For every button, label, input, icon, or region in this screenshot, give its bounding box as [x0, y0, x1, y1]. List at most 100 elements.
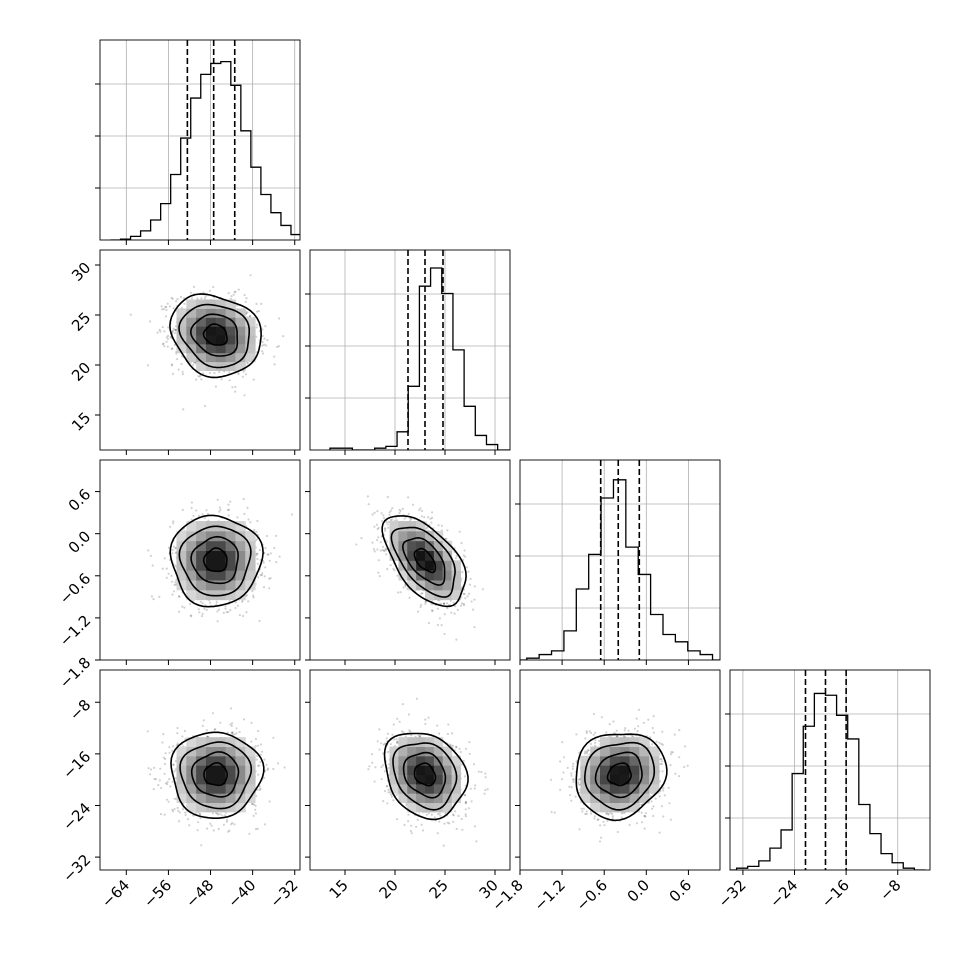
density-cell — [176, 570, 187, 581]
density-cell — [225, 746, 236, 757]
density-cell — [425, 737, 435, 748]
density-cell — [442, 560, 453, 571]
density-cell — [176, 783, 187, 794]
density-cell — [196, 361, 207, 371]
density-cell — [215, 343, 227, 354]
x-tick-label: −0.6 — [573, 876, 611, 914]
density-cell — [600, 802, 611, 813]
density-cell — [196, 755, 207, 766]
density-cell — [629, 774, 640, 785]
density-cell — [639, 746, 650, 757]
density-cell — [186, 755, 197, 766]
density-cell — [442, 746, 453, 757]
histogram-steps — [520, 479, 720, 660]
density-cell — [442, 774, 453, 785]
density-cell — [225, 560, 236, 571]
histogram-steps — [730, 692, 926, 870]
density-cell — [425, 774, 435, 785]
panel-frame — [519, 669, 721, 871]
density-cell — [225, 737, 236, 748]
density-cell — [619, 802, 630, 813]
x-tick-label: 25 — [426, 876, 452, 902]
density-cell — [442, 589, 453, 601]
density-cell — [649, 783, 660, 794]
density-cell — [225, 802, 236, 813]
density-cell — [205, 755, 217, 766]
density-cell — [433, 560, 444, 571]
density-cell — [186, 540, 197, 552]
contour-line — [178, 303, 250, 369]
density-cell — [186, 580, 197, 591]
histogram-steps — [110, 60, 300, 240]
density-cell — [451, 560, 461, 571]
contour-line — [606, 762, 632, 787]
density-cell — [186, 589, 197, 601]
density-cell — [245, 343, 256, 354]
x-tick-label: −48 — [182, 876, 217, 911]
density-cell — [407, 570, 417, 581]
density-cell — [639, 765, 650, 776]
density-cell — [215, 783, 227, 794]
density-cell — [398, 746, 408, 757]
density-cell — [235, 737, 246, 748]
density-cell — [235, 521, 246, 532]
density-cell — [433, 570, 444, 581]
x-tick-label: −16 — [818, 876, 853, 911]
density-cell — [186, 570, 197, 581]
density-cell — [235, 326, 246, 336]
density-cell — [619, 755, 630, 766]
density-cell — [186, 317, 197, 327]
density-cell — [442, 540, 453, 552]
density-cell — [590, 783, 601, 794]
density-cell — [442, 783, 453, 794]
density-cell — [609, 793, 621, 804]
density-cell — [600, 755, 611, 766]
density-cell — [196, 746, 207, 757]
density-cell — [186, 521, 197, 532]
density-panel-2-0 — [99, 459, 301, 661]
density-cell — [205, 746, 217, 757]
density-cell — [609, 737, 621, 748]
contour-line — [390, 526, 456, 598]
x-tick-label: −32 — [266, 876, 301, 911]
density-cell — [407, 560, 417, 571]
density-cell — [225, 765, 236, 776]
contour-line — [594, 751, 643, 799]
density-cell — [225, 521, 236, 532]
density-cell — [609, 765, 621, 776]
density-cell — [215, 308, 227, 318]
density-cell — [176, 530, 187, 542]
density-cell — [245, 530, 256, 542]
contour-line — [402, 751, 447, 799]
density-cell — [416, 540, 426, 552]
density-cell — [215, 774, 227, 785]
density-cell — [433, 530, 444, 542]
density-cell — [225, 352, 236, 363]
density-cell — [398, 737, 408, 748]
density-cell — [225, 589, 236, 601]
density-cell — [215, 361, 227, 371]
panel-frame — [729, 669, 931, 871]
density-cell — [225, 335, 236, 345]
density-cell — [196, 550, 207, 561]
panel-background — [310, 250, 510, 450]
density-cell — [205, 317, 217, 327]
density-cell — [407, 521, 417, 532]
density-cell — [205, 793, 217, 804]
y-tick-label: −24 — [59, 799, 94, 834]
density-cell — [176, 317, 187, 327]
density-cell — [245, 560, 256, 571]
density-cell — [196, 317, 207, 327]
density-cell — [196, 589, 207, 601]
density-cell — [176, 308, 187, 318]
density-cell — [425, 580, 435, 591]
contour-line — [190, 751, 240, 798]
density-cell — [235, 783, 246, 794]
density-cell — [416, 521, 426, 532]
density-cell — [416, 765, 426, 776]
density-cell — [196, 802, 207, 813]
density-cell — [629, 793, 640, 804]
density-cell — [451, 783, 461, 794]
density-cell — [389, 550, 399, 561]
